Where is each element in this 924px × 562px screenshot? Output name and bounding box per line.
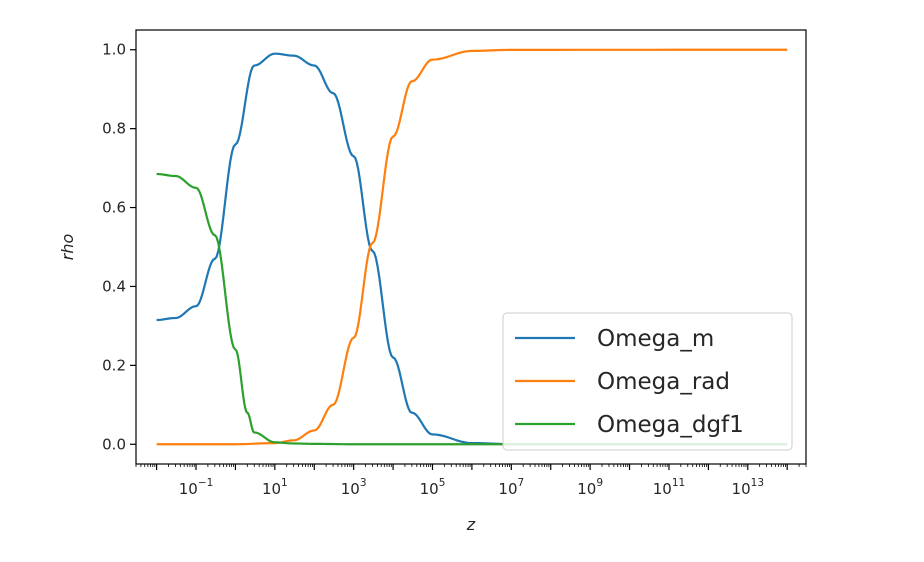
legend-label: Omega_m [597, 326, 714, 352]
y-tick-label: 0.8 [102, 120, 126, 138]
series-line-omega-rad [156, 48, 788, 446]
series-line-omega-m [156, 52, 788, 446]
x-tick-label: 105 [420, 477, 446, 498]
plot-frame [135, 29, 807, 465]
y-tick-label: 0.0 [102, 435, 126, 453]
x-axis: 10−1 101 103 105 107 109 1011 1013 [135, 464, 807, 498]
x-tick-label: 10−1 [179, 477, 214, 498]
y-tick-label: 0.4 [102, 277, 126, 295]
legend-label: Omega_rad [597, 369, 730, 395]
series-layer [156, 48, 788, 446]
series-line-omega-dgf1 [156, 172, 788, 446]
y-tick-label: 0.6 [102, 199, 126, 217]
legend-label: Omega_dgf1 [597, 412, 744, 438]
x-tick-label: 101 [262, 477, 288, 498]
y-tick-label: 0.2 [102, 356, 126, 374]
y-axis: 0.0 0.2 0.4 0.6 0.8 1.0 [102, 41, 136, 453]
x-tick-label: 1013 [732, 477, 764, 498]
y-tick-label: 1.0 [102, 41, 126, 59]
y-axis-label: rho [58, 234, 77, 261]
legend-box [502, 312, 793, 451]
legend: Omega_m Omega_rad Omega_dgf1 [502, 312, 793, 451]
x-tick-label: 109 [577, 477, 603, 498]
x-axis-label: z [466, 515, 476, 534]
x-tick-label: 107 [498, 477, 524, 498]
x-tick-label: 1011 [653, 477, 685, 498]
x-tick-label: 103 [341, 477, 367, 498]
